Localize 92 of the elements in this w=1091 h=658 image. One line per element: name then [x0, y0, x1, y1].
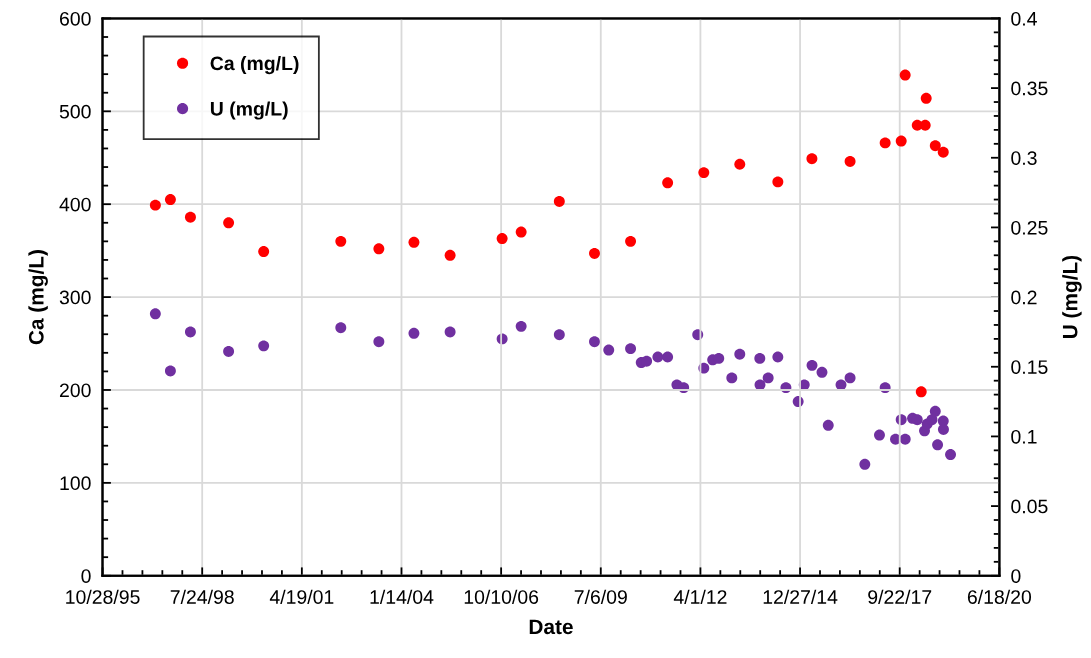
- y-axis-title: Ca (mg/L): [28, 250, 48, 345]
- point: [149, 308, 161, 320]
- point: [641, 355, 653, 367]
- point: [772, 351, 784, 363]
- point: [713, 352, 725, 364]
- y2-tick-label: 0: [1011, 569, 1021, 583]
- point: [895, 135, 907, 147]
- point: [625, 343, 637, 355]
- x-tick-label: 12/27/14: [763, 589, 838, 604]
- y2-axis-title: U (mg/L): [1062, 255, 1082, 339]
- x-tick-label: 7/6/09: [574, 589, 627, 604]
- y-tick-label: 200: [59, 383, 91, 398]
- y-tick-label: 400: [59, 197, 91, 212]
- point: [734, 348, 746, 360]
- point: [844, 372, 856, 384]
- point: [444, 249, 456, 261]
- point: [929, 140, 941, 152]
- point: [373, 243, 385, 255]
- point: [589, 336, 600, 348]
- point: [164, 194, 176, 206]
- point: [915, 386, 927, 398]
- x-tick-label: 4/19/01: [269, 589, 334, 604]
- point: [932, 439, 944, 451]
- point: [929, 405, 941, 417]
- point: [844, 156, 856, 167]
- point: [698, 167, 710, 179]
- point: [149, 199, 161, 211]
- point: [603, 344, 615, 356]
- point: [859, 458, 871, 470]
- point: [625, 235, 637, 247]
- point: [589, 247, 600, 259]
- y2-tick-label: 0.25: [1011, 220, 1048, 235]
- x-tick-label: 4/1/12: [673, 589, 727, 604]
- point: [553, 329, 565, 341]
- x-tick-label: 10/10/06: [464, 589, 539, 604]
- point: [899, 69, 911, 81]
- point: [258, 246, 270, 258]
- point: [515, 320, 527, 332]
- point: [515, 226, 527, 238]
- point: [937, 146, 949, 158]
- legend-label: U (mg/L): [210, 101, 288, 120]
- point: [258, 340, 270, 352]
- y2-tick-label: 0.35: [1011, 81, 1048, 96]
- y2-tick-label: 0.1: [1011, 429, 1037, 444]
- point: [373, 336, 385, 348]
- point: [816, 366, 828, 378]
- point: [408, 236, 420, 248]
- y2-tick-label: 0.05: [1011, 499, 1048, 514]
- point: [734, 158, 746, 170]
- x-tick-label: 10/28/95: [66, 589, 140, 604]
- point: [899, 433, 911, 445]
- x-tick-label: 7/24/98: [170, 589, 234, 604]
- point: [762, 372, 774, 384]
- point: [553, 195, 565, 207]
- point: [822, 419, 834, 431]
- y2-tick-label: 0.3: [1011, 151, 1037, 165]
- point: [223, 345, 235, 357]
- x-tick-label: 1/14/04: [370, 589, 434, 604]
- legend-label: Ca (mg/L): [210, 55, 299, 75]
- point: [184, 326, 196, 338]
- y-tick-label: 300: [59, 290, 91, 305]
- point: [874, 429, 885, 441]
- point: [408, 327, 420, 339]
- point: [879, 137, 891, 149]
- point: [335, 235, 347, 247]
- y2-tick-label: 0.2: [1011, 290, 1037, 305]
- x-axis-title: Date: [529, 619, 573, 635]
- point: [335, 322, 347, 334]
- y2-tick-label: 0.4: [1011, 11, 1037, 26]
- y-tick-label: 600: [59, 11, 91, 26]
- point: [920, 92, 932, 104]
- point: [496, 233, 508, 245]
- point: [662, 177, 674, 189]
- y-tick-label: 100: [60, 476, 91, 491]
- point: [662, 351, 674, 363]
- point: [444, 326, 456, 338]
- y2-tick-label: 0.15: [1011, 360, 1048, 374]
- x-tick-label: 9/22/17: [868, 589, 932, 604]
- y-tick-label: 500: [59, 104, 91, 119]
- point: [945, 449, 956, 460]
- point: [164, 365, 176, 377]
- point: [772, 176, 784, 188]
- point: [806, 359, 818, 371]
- y-tick-label: 0: [81, 569, 91, 583]
- point: [223, 217, 235, 229]
- x-tick-label: 6/18/20: [967, 589, 1032, 604]
- point: [726, 372, 738, 384]
- point: [652, 351, 664, 363]
- point: [184, 211, 196, 223]
- point: [692, 329, 704, 341]
- point: [754, 352, 766, 364]
- point: [806, 153, 818, 165]
